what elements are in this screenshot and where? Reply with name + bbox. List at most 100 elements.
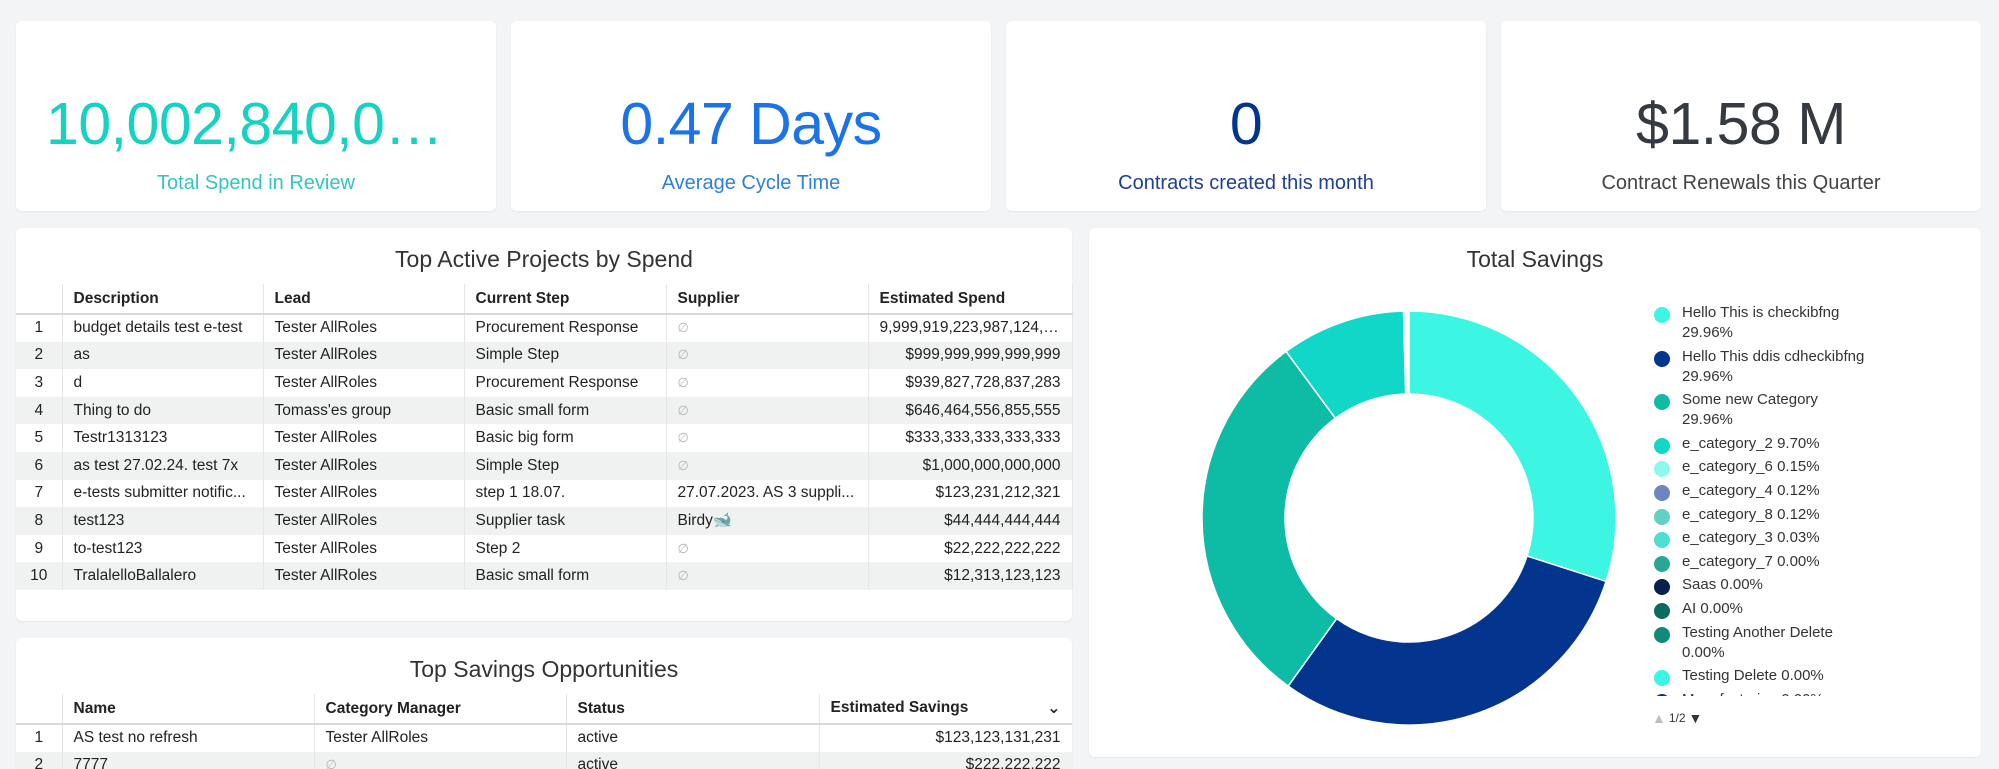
- kpi-value: 10,002,840,090,...: [46, 91, 496, 157]
- legend-item[interactable]: e_category_4 0.12%: [1642, 481, 1902, 501]
- table-row[interactable]: 1 AS test no refresh Tester AllRoles active…: [16, 724, 1072, 752]
- cell-description: as: [62, 341, 264, 370]
- column-header: Description: [62, 284, 264, 315]
- row-index: 1: [16, 314, 63, 342]
- legend-item[interactable]: e_category_7 0.00%: [1642, 552, 1902, 572]
- cell-current-step: Basic small form: [464, 562, 667, 590]
- top-projects-panel: Top Active Projects by Spend Description…: [16, 228, 1073, 621]
- null-icon: ∅: [677, 347, 689, 363]
- cell-estimated-savings: $123,123,131,231: [819, 724, 1072, 752]
- legend-label: e_category_2 9.70%: [1682, 434, 1820, 452]
- panel-title: Total Savings: [1466, 246, 1604, 272]
- kpi-label: Total Spend in Review: [157, 172, 355, 194]
- cell-lead: Tester AllRoles: [263, 534, 465, 563]
- row-index: 3: [16, 369, 63, 397]
- legend-item[interactable]: e_category_2 9.70%: [1642, 434, 1902, 454]
- pager-next-icon[interactable]: ▼: [1688, 710, 1703, 726]
- savings-table: Name Category Manager Status Estimated Savi…: [16, 694, 1072, 769]
- legend-color-dot: [1654, 693, 1670, 696]
- table-row[interactable]: 6 as test 27.02.24. test 7x Tester AllRole…: [16, 451, 1073, 480]
- cell-description: test123: [62, 507, 264, 535]
- table-row[interactable]: 2 7777 ∅ active $222,222,222: [16, 751, 1072, 769]
- table-row[interactable]: 4 Thing to do Tomass'es group Basic small f…: [16, 396, 1073, 425]
- cell-supplier: ∅: [666, 341, 869, 370]
- row-index: 7: [16, 479, 63, 508]
- column-header: Estimated Spend: [868, 284, 1073, 315]
- table-row[interactable]: 9 to-test123 Tester AllRoles Step 2 ∅ $22,222…: [16, 534, 1073, 563]
- legend-item[interactable]: Manufacturing 0.00%: [1642, 690, 1902, 696]
- projects-table: Description Lead Current Step Supplier Estim…: [16, 284, 1073, 590]
- legend-color-dot: [1654, 670, 1670, 687]
- cell-lead: Tester AllRoles: [263, 424, 465, 452]
- cell-estimated-savings: $222,222,222: [819, 751, 1072, 769]
- cell-status: active: [566, 751, 820, 769]
- legend-item[interactable]: Saas 0.00%: [1642, 575, 1902, 596]
- table-row[interactable]: 2 as Tester AllRoles Simple Step ∅ $999,999,9…: [16, 341, 1073, 370]
- kpi-label: Contracts created this month: [1118, 172, 1374, 194]
- column-header[interactable]: Estimated Savings ⌄: [819, 694, 1072, 725]
- legend-color-dot: [1654, 602, 1670, 619]
- cell-estimated-spend: $646,464,556,855,555: [868, 396, 1073, 425]
- cell-description: TralalelloBallalero: [62, 562, 264, 590]
- column-header-label: Estimated Savings: [830, 698, 969, 716]
- legend-label: Testing Another Delete: [1682, 623, 1833, 641]
- pager-label: 1/2: [1668, 711, 1686, 725]
- table-row[interactable]: 7 e-tests submitter notific... Tester AllR…: [16, 479, 1073, 508]
- table-row[interactable]: 1 budget details test e-test Tester AllRol…: [16, 314, 1073, 342]
- table-row[interactable]: 5 Testr1313123 Tester AllRoles Basic big fo…: [16, 424, 1073, 452]
- cell-description: Thing to do: [62, 396, 264, 425]
- kpi-card-cycle-time: 0.47 Days Average Cycle Time: [511, 21, 991, 211]
- column-header: Current Step: [464, 284, 667, 315]
- legend-item[interactable]: e_category_3 0.03%: [1642, 528, 1902, 549]
- legend-item[interactable]: Some new Category 29.96%: [1642, 390, 1902, 430]
- cell-category-manager: ∅: [314, 751, 567, 769]
- legend-item[interactable]: e_category_6 0.15%: [1642, 457, 1902, 478]
- legend-label: Some new Category: [1682, 391, 1818, 409]
- legend-label: e_category_3 0.03%: [1682, 529, 1820, 547]
- kpi-card-contract-renewals: $1.58 M Contract Renewals this Quarter: [1501, 21, 1981, 211]
- row-index: 9: [16, 534, 63, 563]
- kpi-label: Contract Renewals this Quarter: [1601, 172, 1881, 194]
- cell-current-step: Supplier task: [464, 507, 667, 535]
- legend-item[interactable]: Testing Another Delete 0.00%: [1642, 623, 1902, 663]
- cell-estimated-spend: $12,313,123,123: [868, 562, 1073, 590]
- legend-color-dot: [1654, 350, 1670, 367]
- legend-item[interactable]: Hello This ddis cdheckibfng 29.96%: [1642, 347, 1902, 387]
- column-header: Supplier: [666, 284, 869, 315]
- legend-color-dot: [1654, 461, 1670, 478]
- cell-current-step: Simple Step: [464, 451, 667, 480]
- cell-description: as test 27.02.24. test 7x: [62, 451, 264, 480]
- cell-lead: Tomass'es group: [263, 396, 465, 425]
- cell-name: AS test no refresh: [62, 724, 315, 752]
- sort-chevron-down-icon[interactable]: ⌄: [1047, 699, 1061, 717]
- column-header: Status: [566, 694, 820, 725]
- cell-lead: Tester AllRoles: [263, 369, 465, 397]
- legend-label: 29.96%: [1682, 324, 1733, 341]
- cell-current-step: Basic small form: [464, 396, 667, 425]
- cell-supplier: Birdy🐋: [666, 507, 869, 535]
- cell-lead: Tester AllRoles: [263, 451, 465, 480]
- cell-category-manager: Tester AllRoles: [314, 724, 567, 752]
- kpi-card-contracts-created: 0 Contracts created this month: [1006, 21, 1486, 211]
- kpi-card-total-spend: 10,002,840,090,... Total Spend in Review: [16, 21, 496, 211]
- legend-item[interactable]: Testing Delete 0.00%: [1642, 666, 1902, 687]
- legend-color-dot: [1654, 394, 1670, 411]
- table-row[interactable]: 10 TralalelloBallalero Tester AllRoles Basi…: [16, 562, 1073, 590]
- cell-estimated-spend: $22,222,222,222: [868, 534, 1073, 563]
- legend-label: AI 0.00%: [1682, 599, 1743, 617]
- column-header: Lead: [263, 284, 465, 315]
- cell-supplier: ∅: [666, 314, 869, 342]
- table-row[interactable]: 3 d Tester AllRoles Procurement Response ∅ $9…: [16, 369, 1073, 397]
- legend-item[interactable]: e_category_8 0.12%: [1642, 505, 1902, 525]
- legend-item[interactable]: AI 0.00%: [1642, 599, 1902, 619]
- legend-color-dot: [1654, 555, 1670, 572]
- null-icon: ∅: [677, 374, 689, 390]
- legend-item[interactable]: Hello This is checkibfng 29.96%: [1642, 303, 1902, 343]
- legend-label: Hello This is checkibfng: [1682, 304, 1840, 321]
- cell-current-step: Step 2: [464, 534, 667, 563]
- pager-prev-icon[interactable]: ▲: [1652, 710, 1666, 726]
- table-row[interactable]: 8 test123 Tester AllRoles Supplier task Bird…: [16, 507, 1073, 535]
- cell-estimated-spend: $939,827,728,837,283: [868, 369, 1073, 397]
- cell-lead: Tester AllRoles: [263, 562, 465, 590]
- row-index: 10: [16, 562, 63, 590]
